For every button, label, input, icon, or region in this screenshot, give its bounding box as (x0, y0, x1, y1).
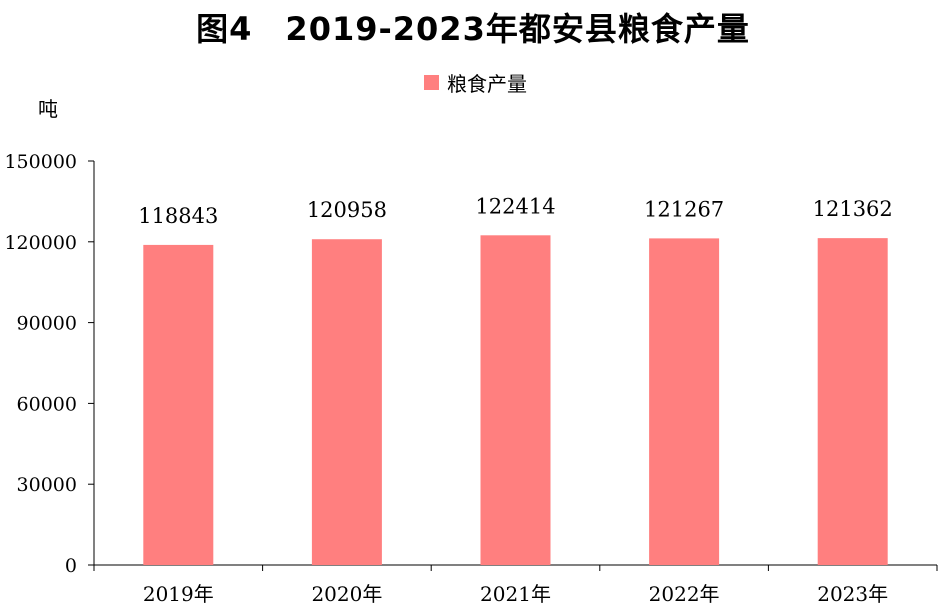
legend: 粮食产量 (424, 68, 527, 97)
bar (649, 238, 720, 565)
y-tick-label: 60000 (17, 393, 77, 415)
y-tick-label: 90000 (17, 313, 77, 335)
y-axis-unit-label: 吨 (38, 97, 58, 121)
y-tick-label: 30000 (17, 474, 77, 496)
data-label: 120958 (307, 198, 387, 222)
data-label: 118843 (138, 204, 218, 228)
data-label: 121267 (644, 197, 724, 221)
data-label: 122414 (475, 194, 555, 218)
x-tick-label: 2021年 (480, 582, 551, 606)
legend-swatch (424, 75, 439, 90)
bar (143, 244, 214, 565)
x-tick-label: 2019年 (143, 582, 214, 606)
data-label: 121362 (813, 197, 893, 221)
y-tick-label: 120000 (4, 232, 77, 254)
chart-title: 图4 2019-2023年都安县粮食产量 (196, 10, 750, 48)
bar (480, 235, 551, 566)
bar (311, 239, 382, 565)
legend-label: 粮食产量 (447, 72, 527, 96)
x-tick-label: 2022年 (649, 582, 720, 606)
y-tick-label: 150000 (4, 151, 77, 173)
x-tick-label: 2023年 (817, 582, 888, 606)
x-tick-label: 2020年 (311, 582, 382, 606)
bar (817, 238, 888, 565)
y-tick-label: 0 (65, 555, 77, 577)
